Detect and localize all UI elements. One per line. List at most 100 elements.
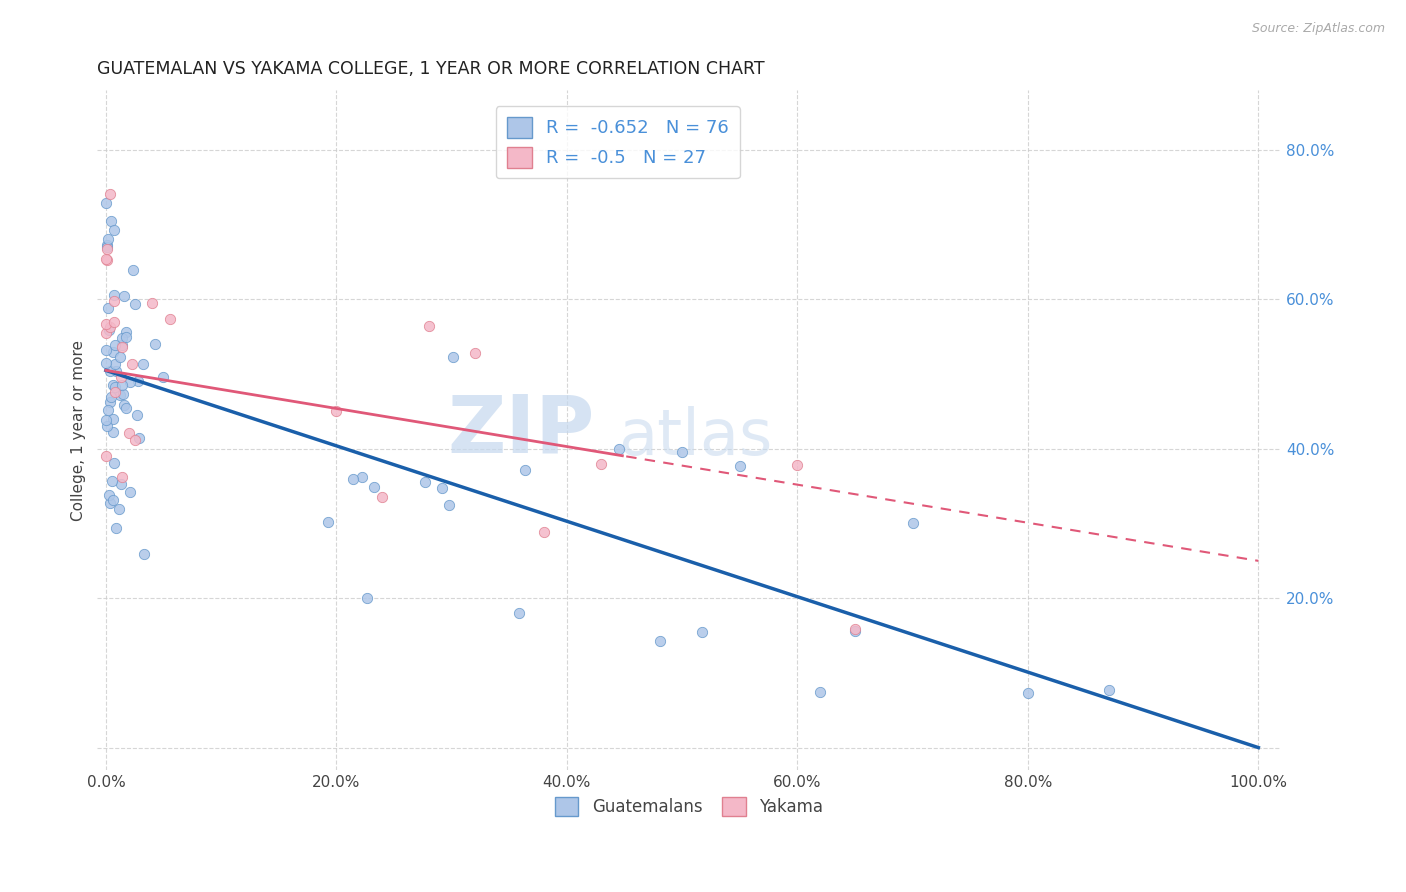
Point [100,213,122,227]
Point [101,493,124,508]
Point [111,340,134,354]
Point [96,240,118,254]
Point [441,350,464,364]
Point [352,470,374,484]
Point [145,337,167,351]
Point [844,624,866,639]
Point [108,502,131,516]
Point [690,625,713,640]
Point [105,364,128,378]
Point [141,296,163,310]
Point [464,346,486,360]
Point [132,547,155,561]
Point [111,338,134,352]
Point [430,481,453,495]
Point [159,312,181,326]
Point [100,390,122,404]
Point [128,431,150,445]
Point [671,444,693,458]
Point [132,357,155,371]
Point [1097,683,1119,698]
Point [110,369,132,384]
Point [118,485,141,500]
Point [96,237,118,252]
Point [96,242,118,256]
Point [96,419,118,434]
Point [101,425,124,439]
Point [124,433,146,447]
Point [98,395,121,409]
Point [103,223,125,237]
Point [96,356,118,370]
Point [1017,686,1039,700]
Point [118,425,141,440]
Point [98,187,121,202]
Point [810,685,832,699]
Point [104,337,127,351]
Point [103,456,125,470]
Text: GUATEMALAN VS YAKAMA COLLEGE, 1 YEAR OR MORE CORRELATION CHART: GUATEMALAN VS YAKAMA COLLEGE, 1 YEAR OR … [97,60,765,78]
Point [111,469,134,483]
Point [356,591,378,606]
Point [97,301,120,316]
Y-axis label: College, 1 year or more: College, 1 year or more [72,340,86,521]
Point [728,458,751,473]
Point [114,401,136,415]
Point [125,409,148,423]
Point [786,458,808,472]
Point [112,387,135,401]
Point [363,480,385,494]
Point [96,343,118,358]
Point [121,357,143,371]
Point [418,318,440,333]
Point [120,375,142,389]
Point [103,287,125,301]
Point [96,326,118,341]
Point [533,525,555,540]
Point [111,331,134,345]
Point [115,330,138,344]
Point [152,370,174,384]
Point [371,490,394,504]
Point [97,487,120,501]
Point [115,325,138,339]
Point [110,476,132,491]
Point [94,413,117,427]
Point [96,253,118,268]
Point [650,634,672,648]
Point [111,378,134,392]
Point [122,263,145,277]
Point [607,442,630,456]
Point [515,463,537,477]
Point [316,515,339,529]
Point [104,384,127,399]
Point [104,357,127,371]
Point [591,457,613,471]
Point [98,496,121,510]
Point [342,472,364,486]
Point [508,606,530,620]
Point [98,364,121,378]
Text: Source: ZipAtlas.com: Source: ZipAtlas.com [1251,22,1385,36]
Point [94,195,117,210]
Point [413,475,436,489]
Point [101,345,124,359]
Point [94,317,117,331]
Point [100,474,122,488]
Point [108,350,131,364]
Point [105,521,128,535]
Point [112,398,135,412]
Text: atlas: atlas [619,406,772,468]
Point [101,412,124,426]
Point [94,252,117,267]
Point [112,289,135,303]
Text: ZIP: ZIP [447,391,595,469]
Point [437,498,460,512]
Point [96,232,118,246]
Point [100,320,122,334]
Point [325,403,347,417]
Point [127,374,149,388]
Point [98,323,121,337]
Point [101,378,124,392]
Point [97,403,120,417]
